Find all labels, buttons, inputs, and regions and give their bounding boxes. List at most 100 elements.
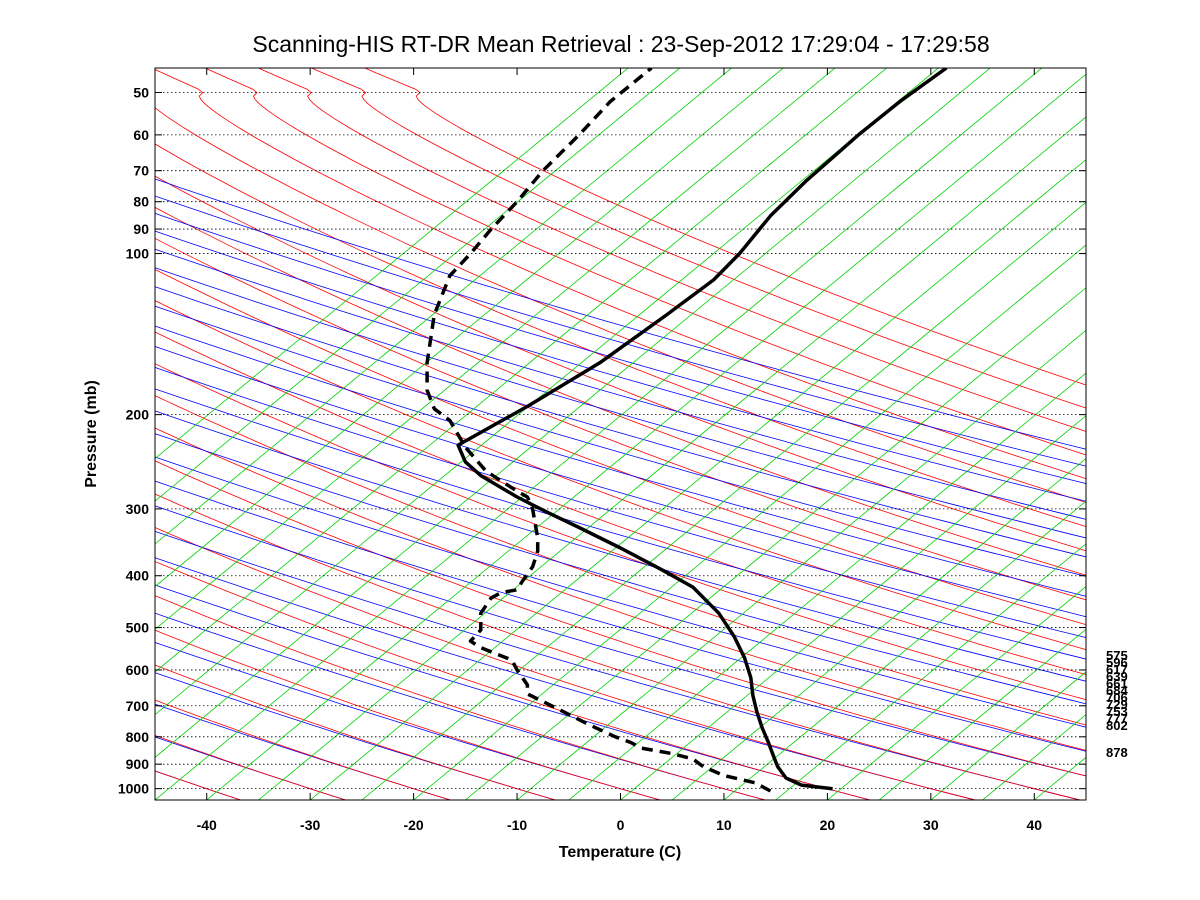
right-level-label: 684 xyxy=(1106,683,1128,698)
mixing-ratio-line xyxy=(878,628,1086,800)
moist-adiabat-line xyxy=(155,561,872,800)
y-axis-label: Pressure (mb) xyxy=(83,380,100,488)
mixing-ratio-line xyxy=(206,73,1086,800)
dry-adiabat-line xyxy=(155,388,1086,660)
moist-adiabat-line xyxy=(155,175,1086,552)
right-level-label: 596 xyxy=(1106,655,1128,670)
mixing-ratio-line xyxy=(465,287,1086,800)
mixing-ratio-line xyxy=(1189,63,1200,800)
moist-adiabat-line xyxy=(155,460,1086,777)
y-tick-label: 700 xyxy=(126,698,150,714)
y-tick-label: 100 xyxy=(126,246,150,262)
mixing-ratio-line xyxy=(775,543,1086,800)
x-tick-label: -30 xyxy=(300,817,320,833)
moist-adiabat-line xyxy=(155,493,1082,800)
mixing-ratio-line xyxy=(361,201,1086,800)
dry-adiabat-line xyxy=(155,530,1082,800)
mixing-ratio-line xyxy=(155,68,681,502)
moist-adiabat-line xyxy=(204,68,1086,456)
dry-adiabat-line xyxy=(155,612,767,800)
x-tick-label: -20 xyxy=(403,817,423,833)
moist-adiabat-line xyxy=(155,527,977,800)
mixing-ratio-line xyxy=(155,68,836,630)
y-tick-label: 80 xyxy=(133,194,149,210)
mixing-ratio-line xyxy=(568,372,1086,800)
mixing-ratio-line xyxy=(516,329,1086,800)
x-tick-label: -10 xyxy=(507,817,527,833)
moist-adiabat-line xyxy=(155,363,1086,701)
dry-adiabat-line xyxy=(155,410,1086,682)
x-axis-label: Temperature (C) xyxy=(559,844,681,861)
mixing-ratio-line xyxy=(827,586,1086,800)
y-tick-label: 1000 xyxy=(118,781,149,797)
moist-adiabat-line xyxy=(155,629,662,800)
dry-adiabat-line xyxy=(155,672,557,800)
right-level-label: 753 xyxy=(1106,704,1128,719)
dry-adiabat-line xyxy=(155,480,1086,752)
moist-adiabat-line xyxy=(155,268,1086,626)
mixing-ratio-line xyxy=(620,415,1086,800)
dry-adiabat-line xyxy=(155,641,662,800)
x-tick-label: 20 xyxy=(820,817,836,833)
mixing-ratio-line xyxy=(671,457,1086,800)
right-level-label: 706 xyxy=(1106,690,1128,705)
mixing-ratio-line xyxy=(413,244,1086,800)
temperature-profile-line xyxy=(456,68,948,791)
moist-adiabat-line xyxy=(257,68,1086,432)
moist-adiabat-line xyxy=(363,68,1086,386)
moist-adiabat-line xyxy=(310,68,1086,409)
dry-adiabat-line xyxy=(155,248,1086,520)
dry-adiabat-line xyxy=(155,557,977,800)
plot-frame xyxy=(154,67,1087,801)
mixing-ratio-line xyxy=(258,116,1086,800)
mixing-ratio-line xyxy=(155,68,888,673)
y-tick-label: 60 xyxy=(133,127,149,143)
moist-adiabat-line xyxy=(155,735,348,800)
y-tick-label: 200 xyxy=(126,407,150,423)
dry-adiabat-line xyxy=(155,286,1086,558)
mixing-ratio-line xyxy=(309,159,1086,800)
moist-adiabat-line xyxy=(155,595,767,800)
right-level-label: 777 xyxy=(1106,711,1128,726)
mixing-ratio-line xyxy=(930,671,1086,800)
dewpoint-profile-line xyxy=(425,68,772,793)
dry-adiabat-line xyxy=(155,703,452,800)
x-tick-label: 30 xyxy=(923,817,939,833)
dry-adiabat-line xyxy=(155,267,1086,539)
dry-adiabat-line xyxy=(155,230,1086,502)
dry-adiabat-line xyxy=(155,736,347,800)
x-tick-label: 10 xyxy=(716,817,732,833)
y-tick-label: 900 xyxy=(126,756,150,772)
moist-adiabat-line xyxy=(155,664,558,800)
dry-adiabat-line xyxy=(155,212,1086,484)
mixing-ratio-line xyxy=(155,68,784,588)
dry-adiabat-line xyxy=(155,346,1086,618)
y-tick-label: 600 xyxy=(126,662,150,678)
y-tick-label: 400 xyxy=(126,568,150,584)
dry-adiabat-line xyxy=(155,178,1086,450)
dry-adiabat-line xyxy=(155,456,1086,728)
moist-adiabat-line xyxy=(155,395,1086,726)
y-axis-ticks: 50 60 70 80 90 100 200 300 400 500 600 700 800 900 100… xyxy=(118,84,1086,797)
y-tick-label: 500 xyxy=(126,620,150,636)
dry-adiabat-line xyxy=(155,325,1086,597)
right-level-label: 639 xyxy=(1106,669,1128,684)
right-level-label: 802 xyxy=(1106,718,1128,733)
y-tick-label: 800 xyxy=(126,729,150,745)
x-axis-ticks: -40 -30 -20 -10 0 10 20 30 40 xyxy=(197,68,1042,833)
right-level-label: 729 xyxy=(1106,697,1128,712)
chart-title: Scanning-HIS RT-DR Mean Retrieval : 23-S… xyxy=(252,31,989,57)
mixing-ratio-line xyxy=(1085,799,1086,800)
dry-adiabat-line xyxy=(155,366,1086,638)
dry-adiabat-line xyxy=(155,305,1086,577)
mixing-ratio-line xyxy=(155,68,1043,800)
moist-adiabat-line xyxy=(155,237,1086,601)
moist-adiabat-line xyxy=(155,427,1086,751)
dry-adiabat-line xyxy=(155,195,1086,467)
moist-adiabat-line xyxy=(155,331,1086,675)
mixing-ratio-line xyxy=(155,68,940,716)
y-tick-label: 90 xyxy=(133,221,149,237)
pressure-gridlines xyxy=(155,92,1086,790)
mixing-ratio-line xyxy=(155,68,629,459)
